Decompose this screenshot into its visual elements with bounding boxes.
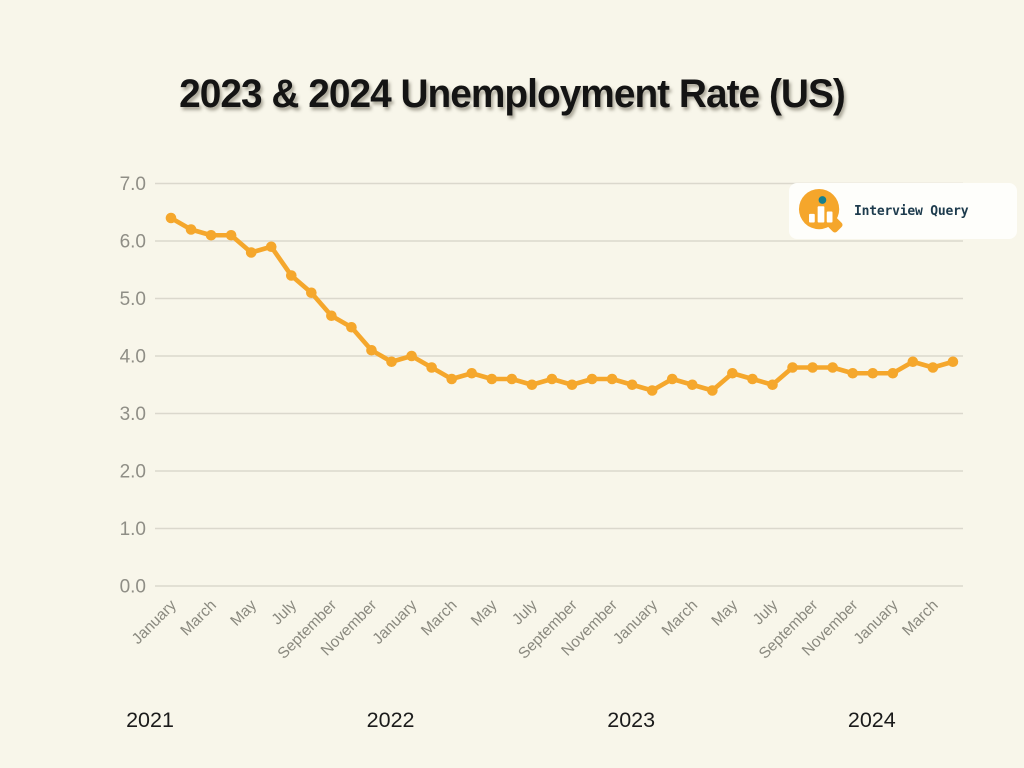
x-axis-month-label: March	[418, 597, 460, 639]
data-point-july-2022	[526, 379, 538, 391]
data-point-march-2021	[205, 229, 217, 241]
data-point-june-2022	[506, 373, 518, 385]
y-axis-tick-label: 0.0	[120, 577, 146, 598]
data-point-june-2021	[265, 241, 277, 253]
x-axis-month-label: May	[708, 597, 741, 630]
x-axis-year-label: 2024	[848, 708, 896, 732]
data-point-may-2021	[245, 247, 257, 258]
data-point-january-2022	[406, 350, 417, 362]
data-point-october-2023	[827, 362, 838, 373]
x-axis-month-label: March	[177, 597, 219, 639]
data-point-february-2021	[185, 224, 197, 235]
data-point-september-2021	[326, 310, 337, 322]
data-point-january-2024	[887, 367, 899, 379]
trend-line	[168, 215, 956, 393]
data-point-july-2023	[767, 379, 778, 391]
x-axis-month-label: March	[899, 597, 941, 639]
data-point-april-2022	[466, 367, 478, 379]
x-axis-month-label: May	[468, 597, 501, 630]
data-point-april-2024	[947, 356, 959, 368]
y-axis-tick-label: 4.0	[120, 347, 146, 368]
magnifier-bar-chart-icon	[798, 188, 843, 233]
y-axis-tick-label: 3.0	[120, 404, 146, 425]
brand-name: Interview Query	[854, 203, 969, 219]
data-point-december-2023	[867, 367, 879, 379]
data-point-september-2022	[566, 379, 578, 391]
data-point-april-2021	[225, 229, 237, 241]
data-point-june-2023	[747, 373, 758, 385]
x-axis-month-label: July	[750, 597, 782, 629]
y-axis-tick-label: 5.0	[120, 289, 146, 310]
data-point-february-2022	[426, 362, 437, 373]
data-point-october-2021	[346, 321, 357, 333]
chart-title: 2023 & 2024 Unemployment Rate (US)	[179, 72, 846, 116]
data-point-march-2023	[687, 379, 698, 391]
data-point-september-2023	[807, 362, 818, 373]
x-axis-year-label: 2021	[126, 708, 174, 732]
data-point-october-2022	[586, 373, 598, 385]
x-axis-month-label: May	[227, 597, 260, 630]
data-point-january-2023	[646, 385, 658, 396]
data-point-december-2021	[386, 356, 397, 368]
y-axis-tick-label: 1.0	[120, 519, 146, 540]
x-axis-year-label: 2022	[367, 708, 415, 732]
data-point-may-2023	[727, 367, 738, 379]
data-point-november-2023	[847, 367, 858, 379]
data-point-july-2021	[286, 270, 297, 281]
x-axis-month-label: January	[851, 597, 902, 648]
data-point-december-2022	[626, 379, 638, 391]
y-axis-tick-label: 6.0	[120, 232, 146, 253]
x-axis-month-label: January	[129, 597, 180, 648]
y-axis-tick-label: 7.0	[120, 174, 146, 195]
data-point-february-2024	[907, 356, 919, 368]
x-axis-month-label: March	[659, 597, 701, 639]
data-point-march-2024	[927, 362, 939, 373]
data-point-january-2021	[165, 212, 177, 224]
x-axis-month-label: July	[509, 597, 541, 629]
data-point-february-2023	[666, 373, 678, 385]
data-point-august-2023	[787, 362, 798, 373]
data-point-november-2021	[366, 344, 377, 356]
x-axis-year-label: 2023	[607, 708, 655, 732]
data-point-may-2022	[486, 373, 498, 385]
data-point-march-2022	[446, 373, 458, 385]
data-point-august-2021	[306, 287, 317, 299]
data-point-november-2022	[606, 373, 618, 385]
data-point-august-2022	[546, 373, 558, 385]
brand-badge: Interview Query	[789, 183, 1017, 239]
x-axis-month-label: January	[369, 597, 420, 648]
data-point-april-2023	[707, 385, 718, 396]
y-axis-tick-label: 2.0	[120, 462, 146, 483]
x-axis-month-label: July	[269, 597, 301, 629]
x-axis-month-label: January	[610, 597, 661, 648]
